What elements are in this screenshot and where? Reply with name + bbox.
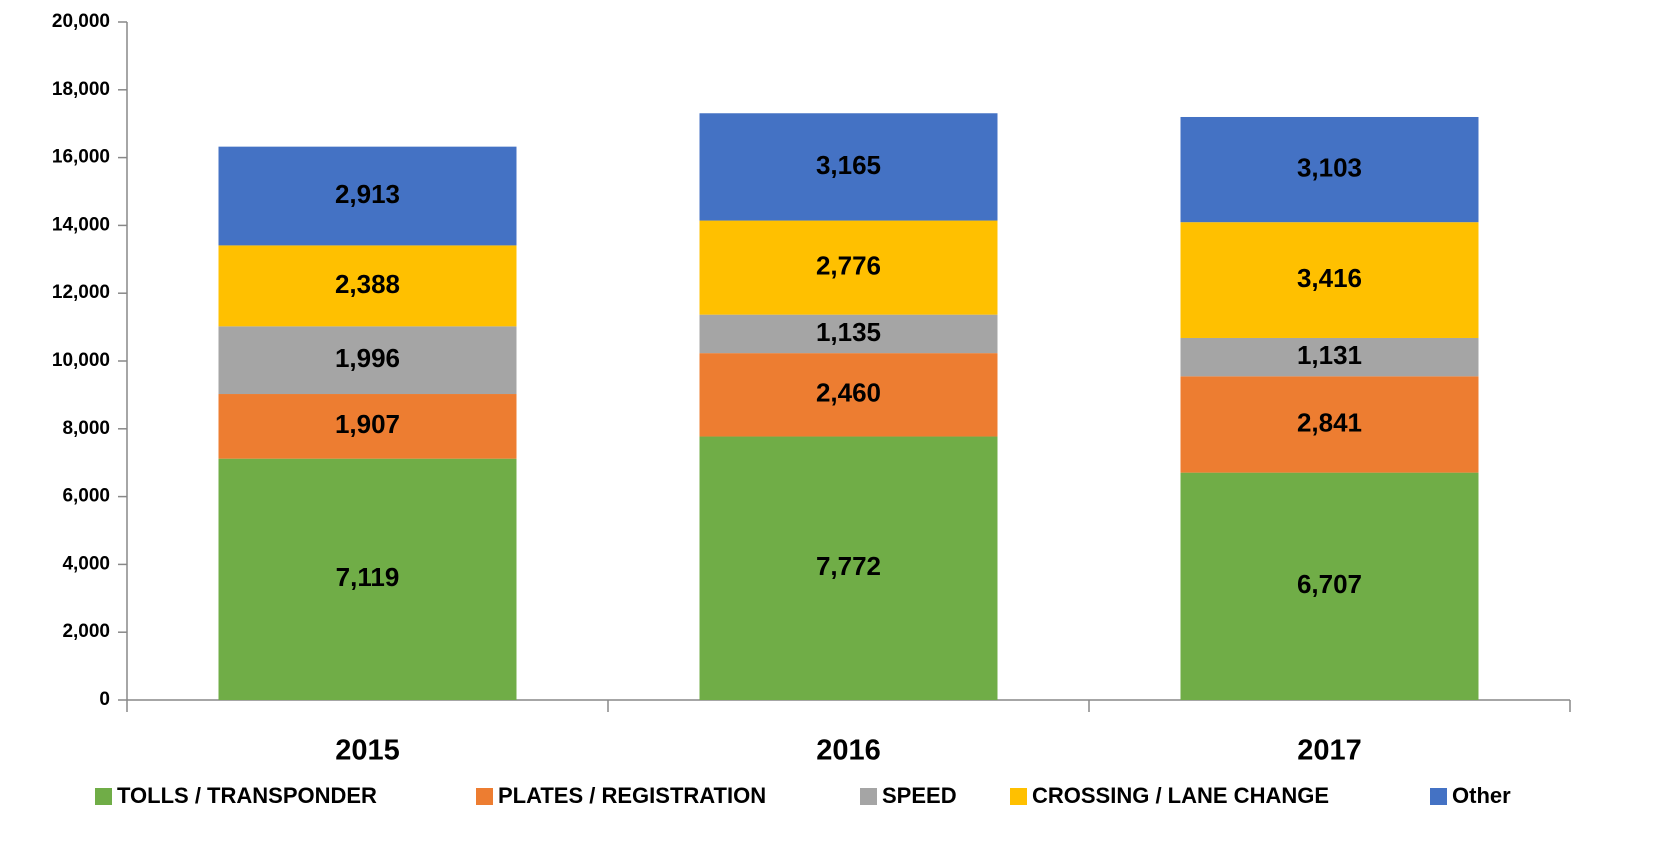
bar-segment [699,113,998,221]
value-label: 7,119 [336,562,400,592]
y-tick-label: 16,000 [52,147,110,168]
legend-swatch [476,788,493,805]
bar-segment [699,353,998,437]
legend-label: Other [1452,783,1511,808]
bar-segment [699,436,998,700]
value-label: 3,103 [1297,152,1362,182]
legend-label: TOLLS / TRANSPONDER [117,783,377,808]
legend-swatch [1430,788,1447,805]
bar-segment [1180,222,1479,338]
legend-label: CROSSING / LANE CHANGE [1032,783,1329,808]
value-label: 2,913 [335,179,400,209]
legend-swatch [1010,788,1027,805]
bar-segment [218,245,517,327]
x-tick-label: 2016 [816,735,881,767]
bar-segment [218,326,517,395]
value-label: 7,772 [816,551,881,581]
legend-swatch [860,788,877,805]
y-tick-label: 0 [99,689,110,710]
value-label: 1,996 [335,343,400,373]
legend-label: SPEED [882,783,957,808]
bar-segment [1180,337,1479,377]
value-label: 2,388 [335,269,400,299]
bar-segment [218,458,517,700]
y-tick-label: 6,000 [62,486,110,507]
y-tick-label: 8,000 [62,418,110,439]
bar-segment [1180,472,1479,700]
bar-segment [218,394,517,459]
bar-segment [1180,376,1479,473]
value-label: 1,907 [335,409,400,439]
y-tick-label: 2,000 [62,621,110,642]
value-label: 2,460 [816,378,881,408]
value-label: 6,707 [1297,569,1362,599]
value-label: 1,135 [816,317,881,347]
y-tick-label: 10,000 [52,350,110,371]
y-tick-label: 20,000 [52,11,110,32]
value-label: 2,776 [816,250,881,280]
bar-segment [1180,116,1479,223]
value-label: 2,841 [1297,407,1362,437]
y-tick-label: 18,000 [52,79,110,100]
value-label: 1,131 [1297,340,1362,370]
value-label: 3,165 [816,150,881,180]
legend-swatch [95,788,112,805]
y-tick-label: 12,000 [52,282,110,303]
x-tick-label: 2015 [335,735,400,767]
legend-label: PLATES / REGISTRATION [498,783,766,808]
y-tick-label: 14,000 [52,214,110,235]
y-tick-label: 4,000 [62,553,110,574]
value-label: 3,416 [1297,263,1362,293]
bar-segment [699,314,998,354]
bar-segment [218,146,517,246]
x-tick-label: 2017 [1297,735,1362,767]
bar-segment [699,220,998,315]
